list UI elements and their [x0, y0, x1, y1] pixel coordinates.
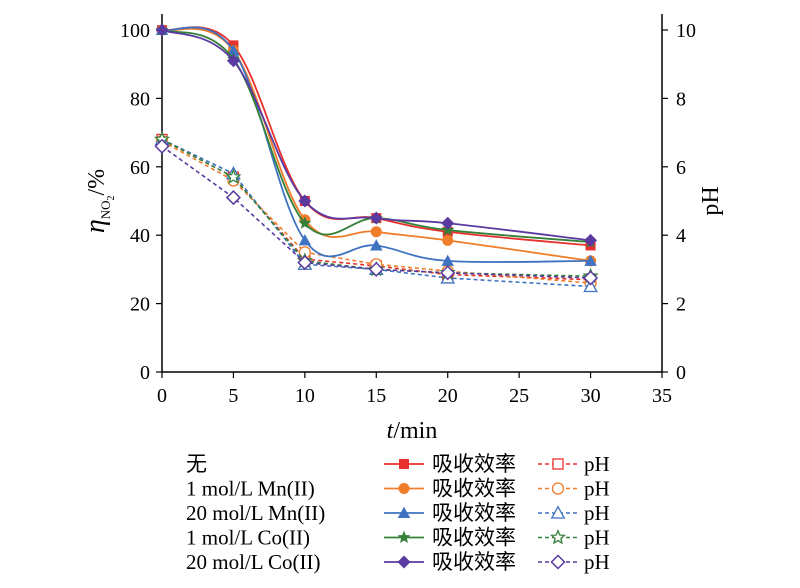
x-tick-label: 20: [438, 385, 458, 407]
y-left-tick-label: 100: [120, 20, 150, 42]
legend-ph-label: pH: [584, 452, 610, 476]
legend-efficiency-label: 吸收效率: [432, 477, 516, 501]
legend-efficiency-marker: [397, 506, 411, 518]
ph-point: [440, 265, 456, 281]
legend-row: 无 吸收效率 pH: [186, 452, 610, 476]
legend-ph-marker: [549, 529, 567, 545]
legend-ph-label: pH: [584, 550, 610, 574]
legend-series-name: 无: [186, 452, 207, 476]
efficiency-line: [161, 27, 591, 262]
legend-efficiency-marker: [397, 555, 411, 569]
y-right-tick-label: 4: [676, 225, 686, 247]
y-left-tick-label: 80: [130, 88, 150, 110]
efficiency-point: [298, 234, 312, 246]
y-axis-left-title: ηNO2/%: [80, 169, 117, 233]
legend-series-name: 1 mol/L Co(II): [186, 526, 310, 550]
y-left-tick-label: 20: [130, 294, 150, 316]
legend-ph-label: pH: [584, 477, 610, 501]
chart-marks: [153, 23, 599, 293]
legend-ph-marker: [550, 505, 566, 519]
legend-efficiency-marker: [399, 459, 409, 469]
legend-ph-label: pH: [584, 526, 610, 550]
efficiency-line: [161, 29, 591, 242]
efficiency-point: [298, 216, 312, 229]
x-tick-label: 25: [509, 385, 529, 407]
y-right-tick-label: 10: [676, 20, 696, 42]
legend-efficiency-label: 吸收效率: [432, 526, 516, 550]
ph-point: [583, 270, 599, 286]
x-tick-label: 35: [652, 385, 672, 407]
y-left-tick-label: 40: [130, 225, 150, 247]
efficiency-point: [584, 254, 597, 266]
y-right-tick-label: 2: [676, 294, 686, 316]
x-axis-title: t/min: [387, 418, 438, 444]
ph-line: [161, 145, 591, 279]
ph-line: [161, 138, 591, 281]
efficiency-point: [155, 23, 169, 37]
legend-ph-label: pH: [584, 501, 610, 525]
y-left-tick-label: 0: [140, 362, 150, 384]
x-tick-label: 15: [366, 385, 386, 407]
efficiency-point: [584, 233, 598, 247]
legend-series-name: 1 mol/L Mn(II): [186, 477, 315, 501]
efficiency-point: [226, 54, 240, 68]
efficiency-line: [161, 29, 591, 243]
legend-ph-marker: [551, 482, 565, 495]
efficiency-point: [441, 216, 455, 230]
y-right-tick-label: 8: [676, 88, 686, 110]
legend-row: 1 mol/L Mn(II) 吸收效率 pH: [186, 477, 610, 501]
legend-efficiency-marker: [397, 530, 411, 543]
legend-row: 20 mol/L Co(II) 吸收效率 pH: [186, 550, 610, 574]
x-tick-label: 5: [228, 385, 238, 407]
efficiency-point: [442, 234, 454, 246]
legend-row: 1 mol/L Co(II) 吸收效率 pH: [186, 526, 610, 550]
legend-series-name: 20 mol/L Co(II): [186, 550, 321, 574]
x-tick-label: 10: [295, 385, 315, 407]
efficiency-point: [370, 226, 382, 238]
y-axis-right-title: pH: [698, 186, 724, 215]
efficiency-point: [369, 211, 383, 225]
legend-efficiency-label: 吸收效率: [432, 501, 516, 525]
ph-point: [225, 168, 242, 184]
legend-series-name: 20 mol/L Mn(II): [186, 501, 325, 525]
efficiency-point: [227, 44, 240, 56]
y-left-tick-label: 60: [130, 157, 150, 179]
legend-efficiency-label: 吸收效率: [432, 550, 516, 574]
series-4: [154, 23, 599, 286]
ph-point: [297, 254, 313, 271]
x-tick-label: 30: [581, 385, 601, 407]
x-tick-label: 0: [157, 385, 167, 407]
legend-efficiency-marker: [398, 483, 410, 494]
efficiency-point: [298, 194, 312, 208]
ph-point: [154, 138, 170, 154]
ph-point: [225, 190, 241, 206]
ph-point: [368, 261, 384, 277]
ph-line: [161, 138, 591, 288]
ph-line: [161, 138, 591, 278]
legend-ph-marker: [552, 458, 564, 470]
ph-point: [583, 278, 598, 293]
efficiency-point: [441, 254, 454, 266]
legend-efficiency-label: 吸收效率: [432, 452, 516, 476]
y-right-tick-label: 0: [676, 362, 686, 384]
legend-ph-marker: [550, 554, 566, 570]
legend-row: 20 mol/L Mn(II) 吸收效率 pH: [186, 501, 610, 525]
axis-titles: t/min ηNO2/% pH: [80, 169, 724, 444]
efficiency-point: [370, 239, 383, 251]
y-right-tick-label: 6: [676, 157, 686, 179]
legend: 无吸收效率 pH1 mol/L Mn(II) 吸收效率 pH20 mol/L Mn(I…: [186, 452, 610, 574]
